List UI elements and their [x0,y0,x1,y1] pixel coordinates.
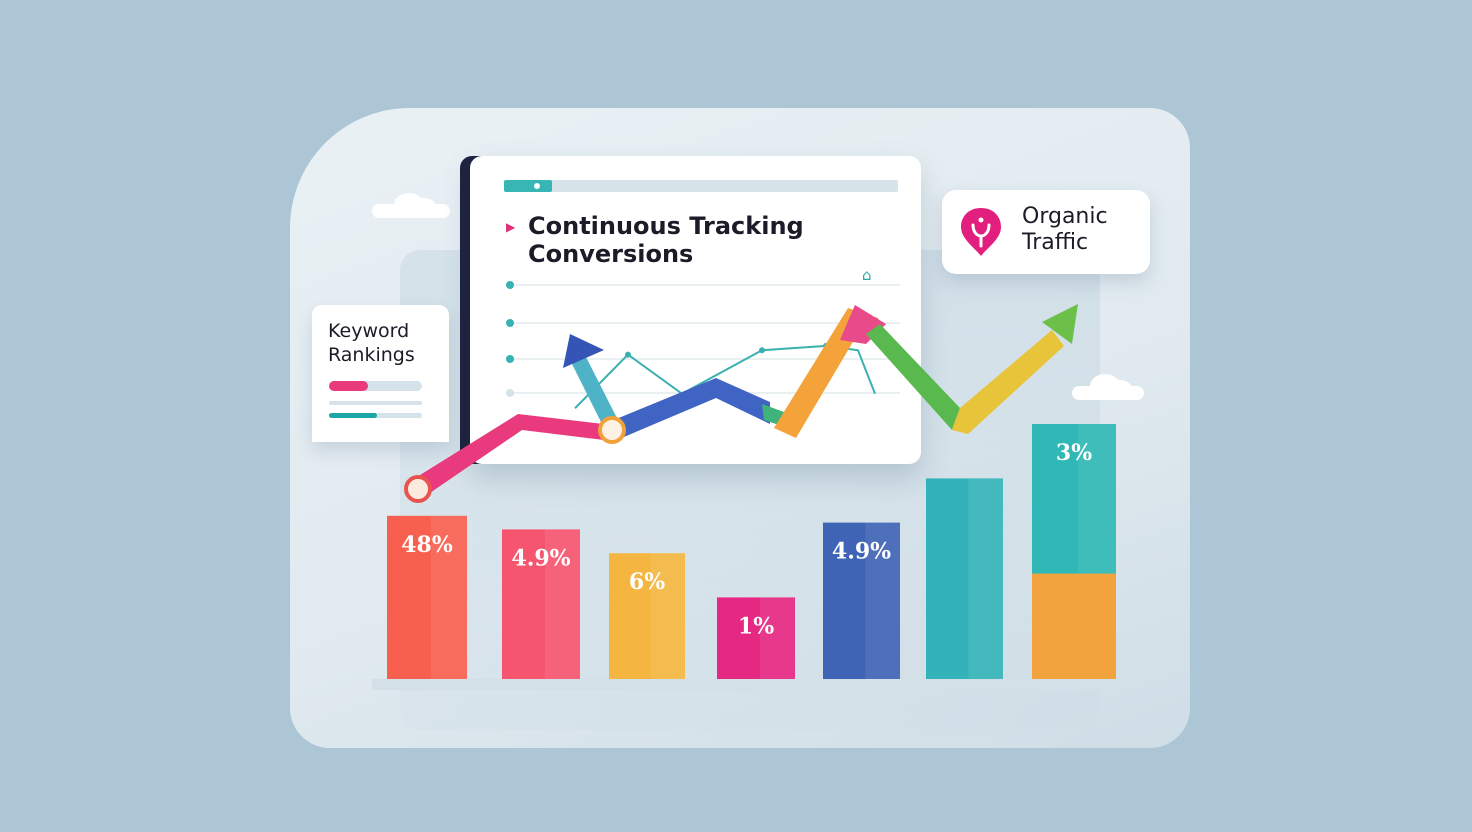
location-pin-icon [961,208,1001,256]
bar-4-highlight [759,597,795,679]
keyword-bar-2 [329,401,422,405]
keyword-bar-1-fill [329,381,369,391]
organic-traffic-title: Organic Traffic [1022,204,1108,255]
trend-ribbon [412,304,1078,497]
bar-1-highlight [431,515,467,679]
line-point-2 [625,351,631,358]
bar-4 [717,597,795,679]
trend-arrowhead-blue [563,334,604,368]
home-icon: ⌂ [862,266,872,284]
bar-1 [387,515,467,679]
trend-segment-yellow [952,330,1064,434]
bar-label-2: 4.9% [511,545,570,571]
bar-label-4: 1% [738,613,774,639]
dashboard-progress-bar [504,180,898,192]
bar-6 [926,478,1003,679]
bar-label-3: 6% [629,569,665,595]
keyword-bar-1 [329,381,422,391]
bar-label-7: 3% [1056,440,1092,466]
trend-segment-pink [412,414,612,497]
bar-3-highlight [650,553,685,679]
bar-label-5: 4.9% [832,539,891,565]
bar-3 [609,553,685,679]
organic-traffic-card: Organic Traffic [942,190,1150,274]
grid-dot-3 [506,355,514,363]
bar-2-highlight [544,529,580,679]
grid-dot-1 [506,281,514,289]
line-point-4 [759,347,765,354]
grid-dot-2 [506,319,514,327]
trend-marker-mid [598,416,626,444]
bar-label-1: 48% [401,532,453,558]
cloud-left [372,193,450,218]
bar-5-highlight [865,522,900,679]
dashboard-title: Continuous Tracking Conversions [528,212,804,268]
bar-chart: 48% 4.9% 6% 1% 4.9% 3% [387,424,1116,679]
trend-segment-teal [570,355,622,432]
dashboard-progress-dot [534,183,540,189]
chart-baseline [372,679,1123,690]
caret-right-icon: ▶ [506,220,516,234]
trend-arrowhead-green [1042,304,1078,344]
bar-5 [823,522,900,679]
grid-dot-4 [506,389,514,397]
trend-marker-start [404,475,432,503]
keyword-rankings-card: Keyword Rankings [312,305,449,442]
keyword-rankings-title: Keyword Rankings [328,320,415,366]
bar-2 [502,529,580,679]
cloud-right [1072,374,1144,400]
trend-segment-green [866,324,960,430]
dashboard-progress-fill [504,180,552,192]
trend-segment-green-small [762,404,784,426]
keyword-bar-3-fill [329,413,378,418]
dashboard-panel: ▶ Continuous Tracking Conversions ⌂ [470,156,921,464]
trend-segment-blue [604,378,770,442]
bar-7-stack-bottom [1032,573,1116,679]
bar-6-highlight [968,478,1003,679]
